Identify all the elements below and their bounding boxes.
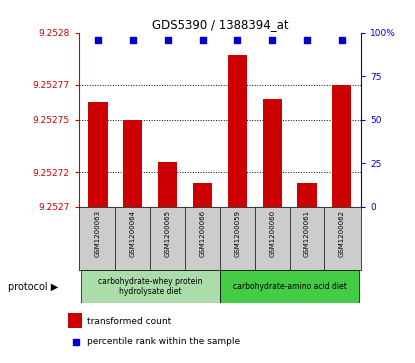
Text: carbohydrate-whey protein
hydrolysate diet: carbohydrate-whey protein hydrolysate di… <box>98 277 203 297</box>
Bar <box>123 120 142 207</box>
Bar <box>263 99 282 207</box>
Text: transformed count: transformed count <box>87 317 171 326</box>
Text: GSM1200063: GSM1200063 <box>95 210 101 257</box>
Text: GSM1200061: GSM1200061 <box>304 210 310 257</box>
Text: GSM1200066: GSM1200066 <box>200 210 205 257</box>
Text: GSM1200059: GSM1200059 <box>234 210 240 257</box>
Text: GSM1200062: GSM1200062 <box>339 210 345 257</box>
Bar <box>68 313 82 328</box>
Text: protocol ▶: protocol ▶ <box>8 282 59 292</box>
Text: GSM1200065: GSM1200065 <box>165 210 171 257</box>
FancyBboxPatch shape <box>220 270 359 303</box>
Bar <box>88 102 107 207</box>
Text: percentile rank within the sample: percentile rank within the sample <box>87 337 240 346</box>
Text: GSM1200060: GSM1200060 <box>269 210 275 257</box>
Title: GDS5390 / 1388394_at: GDS5390 / 1388394_at <box>151 19 288 32</box>
Text: GSM1200064: GSM1200064 <box>130 210 136 257</box>
Bar <box>193 183 212 207</box>
Bar <box>228 55 247 207</box>
Bar <box>298 183 317 207</box>
FancyBboxPatch shape <box>81 270 220 303</box>
Text: carbohydrate-amino acid diet: carbohydrate-amino acid diet <box>233 282 347 291</box>
Bar <box>332 85 352 207</box>
Bar <box>158 162 177 207</box>
